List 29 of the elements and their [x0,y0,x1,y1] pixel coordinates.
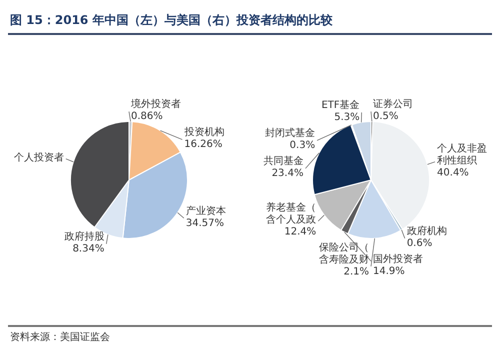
slice-label: 国外投资者 [373,252,423,265]
slice-label: 政府机构 [406,224,447,237]
data-label: 2.1% [344,266,369,278]
slice-label: 保险公司（含寿险及财 [319,242,369,266]
slice-label: 封闭式基金 [265,127,316,140]
slice-label: 证券公司 [373,98,413,110]
data-label: 0.86% [131,111,163,122]
data-label: 0.5% [373,111,398,122]
slice-label: 养老基金（含个人及政 [266,202,316,226]
chart-title: 图 15：2016 年中国（左）与美国（右）投资者结构的比较 [8,8,492,35]
data-label: 0.3% [290,140,316,152]
slice-label: 共同基金 [263,155,304,168]
data-label: 40.4% [437,167,469,178]
slice-label: ETF基金 [321,99,360,112]
data-label: 16.26% [184,139,222,150]
slice-label: 投资机构 [183,126,224,138]
data-label: 34.57% [186,218,224,229]
slice-label: 个人及非盈利性组织 [437,142,488,166]
text: 资料来源：美国证监会 [8,325,492,347]
data-label: 12.4% [284,226,316,238]
slice-label: 个人投资者 [14,151,64,164]
data-label: 5.3% [334,112,360,124]
slice-label: 境外投资者 [130,98,181,110]
data-label: 23.4% [272,168,304,180]
data-label: 0.6% [406,238,432,249]
data-label: 8.34% [72,244,104,255]
slice-label: 产业资本 [186,204,226,217]
slice-label: 政府持股 [64,230,104,243]
data-label: 14.9% [373,266,405,277]
